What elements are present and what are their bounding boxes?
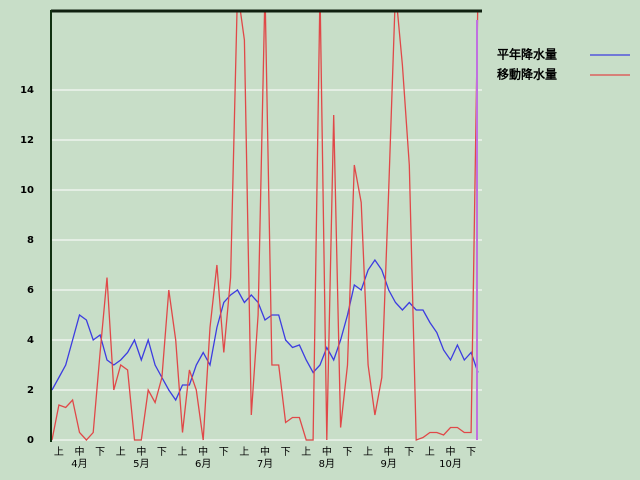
legend-label: 移動降水量 [497,67,557,82]
x-tick-label: 中 [322,445,332,458]
grid [52,89,482,441]
x-tick-label: 下 [466,447,476,458]
series-line [52,258,479,402]
legend-label: 平年降水量 [497,47,557,62]
plot-area [52,10,479,441]
x-tick-label: 中 [198,445,208,458]
month-label: 8月 [319,458,335,470]
x-tick-label: 上 [54,446,64,458]
x-tick-label: 上 [425,446,435,458]
month-label: 5月 [133,458,149,470]
x-tick-label: 中 [260,445,270,458]
y-tick-label: 6 [27,285,34,296]
x-tick-label: 下 [157,447,167,458]
x-tick-label: 下 [342,447,352,458]
month-label: 4月 [71,458,87,470]
month-label: 6月 [195,458,211,470]
x-tick-label: 中 [136,445,146,458]
y-tick-label: 12 [20,135,34,146]
x-tick-label: 下 [95,447,105,458]
x-tick-label: 下 [281,447,291,458]
x-tick-label: 上 [116,446,126,458]
month-label: 9月 [380,458,396,470]
y-tick-label: 14 [20,85,34,96]
y-tick-label: 2 [27,385,34,396]
series-line [52,10,479,441]
month-label: 7月 [257,458,273,470]
x-tick-label: 中 [74,445,84,458]
y-tick-label: 4 [27,335,34,346]
x-tick-label: 中 [384,445,394,458]
x-tick-label: 下 [404,447,414,458]
x-tick-label: 上 [301,446,311,458]
month-label: 10月 [439,458,462,470]
x-tick-label: 中 [446,445,456,458]
x-tick-label: 下 [219,447,229,458]
y-tick-label: 10 [20,185,34,196]
y-tick-label: 8 [27,235,34,246]
x-tick-label: 上 [363,446,373,458]
x-tick-label: 上 [239,446,249,458]
x-tick-label: 上 [178,446,188,458]
y-tick-label: 0 [27,435,34,446]
